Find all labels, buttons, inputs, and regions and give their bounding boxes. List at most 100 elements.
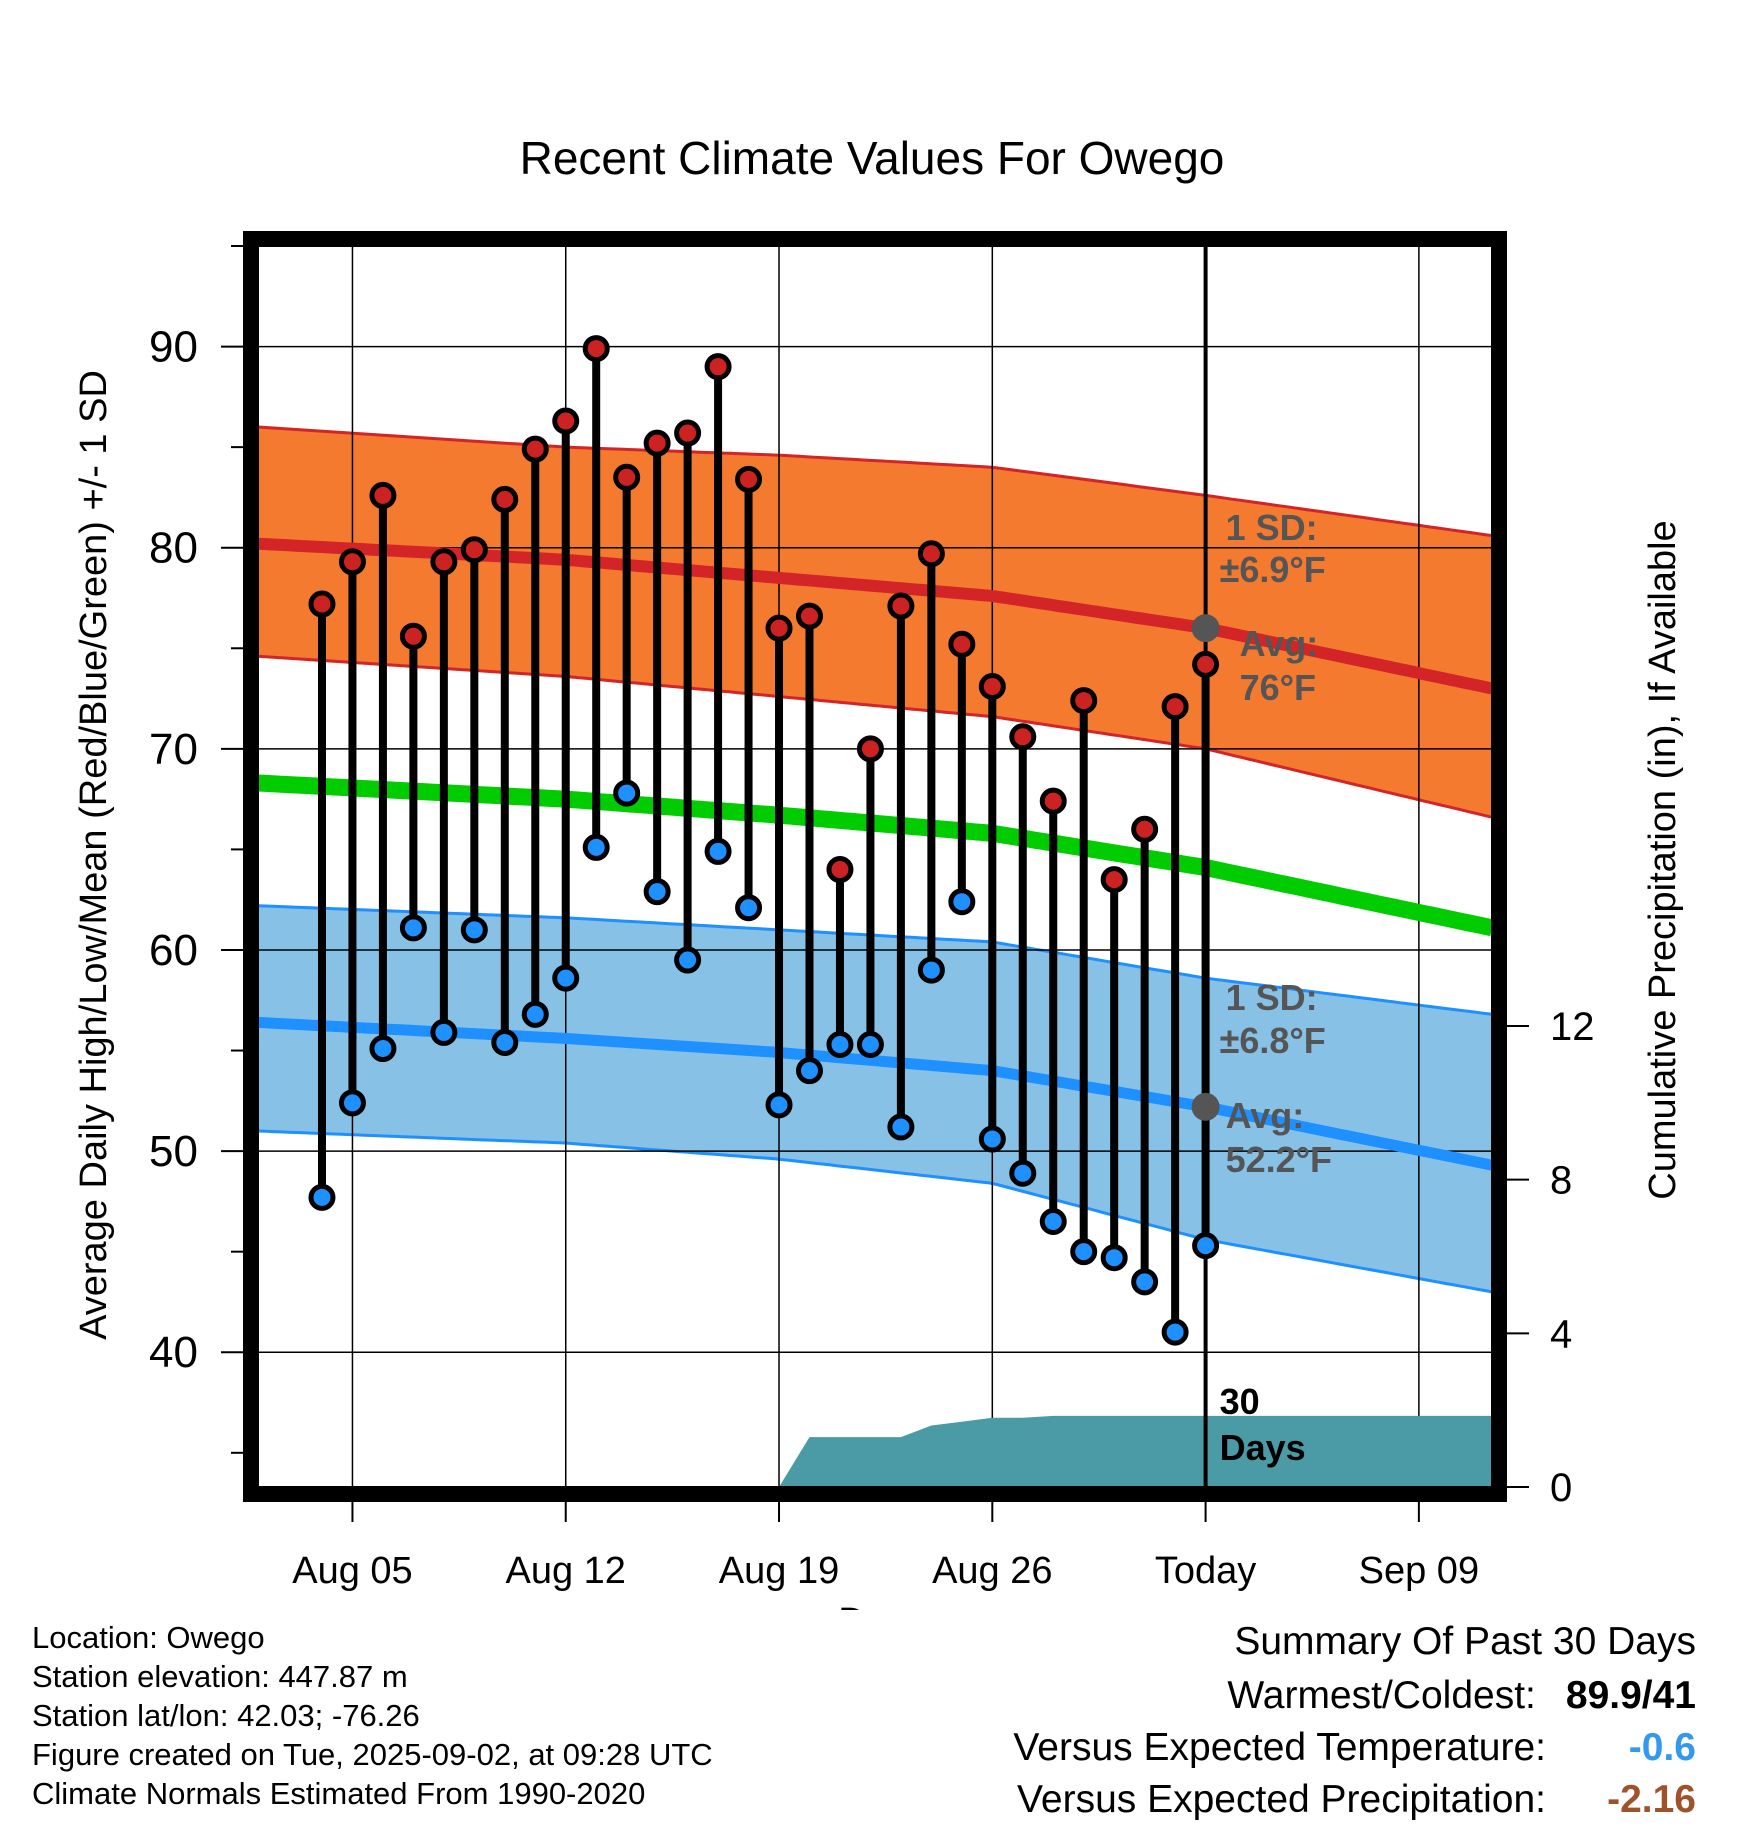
x-axis-label: Day — [838, 1601, 906, 1610]
created-text: Figure created on Tue, 2025-09-02, at 09… — [32, 1737, 713, 1772]
daily-low-point — [521, 1000, 549, 1028]
chart-title: Recent Climate Values For Owego — [520, 132, 1225, 184]
precip-label: Versus Expected Precipitation: — [1017, 1778, 1546, 1821]
high-avg-value: 76°F — [1240, 667, 1316, 708]
daily-high-point — [521, 435, 549, 463]
daily-low-point — [308, 1183, 336, 1211]
daily-high-point — [552, 407, 580, 435]
daily-low-point — [643, 878, 671, 906]
x-tick-label: Aug 26 — [932, 1550, 1052, 1592]
normal-mean-line — [257, 774, 1494, 937]
daily-high-point — [643, 429, 671, 457]
daily-low-point — [704, 837, 732, 865]
daily-high-point — [735, 465, 763, 493]
daily-low-point — [430, 1018, 458, 1046]
plot-frame — [243, 231, 1507, 1502]
daily-low-point — [613, 779, 641, 807]
daily-low-point — [582, 833, 610, 861]
y-axis-label: Average Daily High/Low/Mean (Red/Blue/Gr… — [73, 370, 115, 1340]
daily-low-point — [399, 914, 427, 942]
daily-high-point — [1039, 787, 1067, 815]
daily-high-point — [948, 630, 976, 658]
daily-low-point — [491, 1028, 519, 1056]
daily-low-point — [735, 894, 763, 922]
low-sd-label: 1 SD: — [1226, 977, 1318, 1018]
latlon-text: Station lat/lon: 42.03; -76.26 — [32, 1698, 420, 1733]
precip-days-label: Days — [1220, 1427, 1306, 1468]
summary-panel: Summary Of Past 30 Days Warmest/Coldest:… — [1013, 1620, 1696, 1830]
low-sd-band — [258, 905, 1492, 1292]
daily-low-point — [765, 1091, 793, 1119]
plot-border — [243, 231, 1507, 1502]
daily-high-point — [887, 592, 915, 620]
daily-high-point — [338, 548, 366, 576]
y2-tick-label: 0 — [1550, 1466, 1572, 1510]
daily-low-point — [1192, 1232, 1220, 1260]
elevation-text: Station elevation: 447.87 m — [32, 1659, 408, 1694]
daily-low-point — [338, 1089, 366, 1117]
summary-warmest-row: Warmest/Coldest: 89.9/41 — [1013, 1674, 1696, 1726]
daily-high-point — [1161, 693, 1189, 721]
high-sd-lower-line — [257, 654, 1493, 819]
daily-high-point — [399, 622, 427, 650]
precip-days-number: 30 — [1220, 1381, 1260, 1422]
daily-low-point — [1070, 1238, 1098, 1266]
precipitation-area — [779, 1415, 1492, 1487]
temp-label: Versus Expected Temperature: — [1013, 1726, 1546, 1769]
daily-high-point — [978, 672, 1006, 700]
daily-high-point — [308, 590, 336, 618]
precip-value: -2.16 — [1607, 1778, 1696, 1821]
high-sd-value: ±6.9°F — [1220, 549, 1326, 590]
location-text: Location: Owego — [32, 1620, 265, 1655]
daily-high-point — [1192, 650, 1220, 678]
summary-title: Summary Of Past 30 Days — [1234, 1620, 1696, 1663]
temp-value: -0.6 — [1628, 1726, 1696, 1769]
x-tick-label: Today — [1155, 1550, 1256, 1592]
y-tick-label: 60 — [149, 926, 198, 975]
daily-low-point — [1009, 1159, 1037, 1187]
station-info: Location: Owego Station elevation: 447.8… — [32, 1618, 713, 1813]
daily-low-point — [978, 1125, 1006, 1153]
high-sd-label: 1 SD: — [1226, 507, 1318, 548]
daily-high-point — [1100, 866, 1128, 894]
daily-high-point — [1131, 815, 1159, 843]
x-tick-label: Sep 09 — [1359, 1550, 1479, 1592]
y-tick-label: 80 — [149, 524, 198, 573]
daily-high-point — [613, 463, 641, 491]
x-tick-label: Aug 19 — [719, 1550, 839, 1592]
daily-low-point — [1131, 1268, 1159, 1296]
daily-high-point — [856, 735, 884, 763]
low-sd-lower-line — [257, 1129, 1493, 1294]
y2-tick-label: 8 — [1550, 1159, 1572, 1203]
daily-series — [257, 246, 1494, 1487]
daily-high-point — [765, 614, 793, 642]
low-avg-label: Avg: — [1226, 1095, 1305, 1136]
daily-high-point — [674, 419, 702, 447]
daily-low-point — [887, 1113, 915, 1141]
summary-precip-row: Versus Expected Precipitation: -2.16 — [1013, 1778, 1696, 1830]
normals-text: Climate Normals Estimated From 1990-2020 — [32, 1776, 646, 1811]
daily-low-point — [826, 1031, 854, 1059]
daily-high-point — [826, 856, 854, 884]
warmest-label: Warmest/Coldest: — [1227, 1674, 1536, 1717]
daily-low-point — [674, 946, 702, 974]
high-avg-label: Avg: — [1240, 623, 1319, 664]
daily-high-point — [460, 536, 488, 564]
low-avg-value: 52.2°F — [1226, 1139, 1332, 1180]
daily-low-point — [795, 1057, 823, 1085]
today-high-avg-marker — [1191, 614, 1220, 643]
summary-temp-row: Versus Expected Temperature: -0.6 — [1013, 1726, 1696, 1778]
daily-high-point — [1070, 687, 1098, 715]
daily-high-point — [1009, 723, 1037, 751]
y2-tick-label: 4 — [1550, 1312, 1572, 1356]
daily-low-point — [369, 1035, 397, 1063]
daily-high-point — [795, 602, 823, 630]
y2-tick-label: 12 — [1550, 1005, 1595, 1049]
y-tick-label: 40 — [149, 1328, 198, 1377]
daily-high-point — [369, 481, 397, 509]
daily-low-point — [552, 964, 580, 992]
daily-low-point — [856, 1031, 884, 1059]
